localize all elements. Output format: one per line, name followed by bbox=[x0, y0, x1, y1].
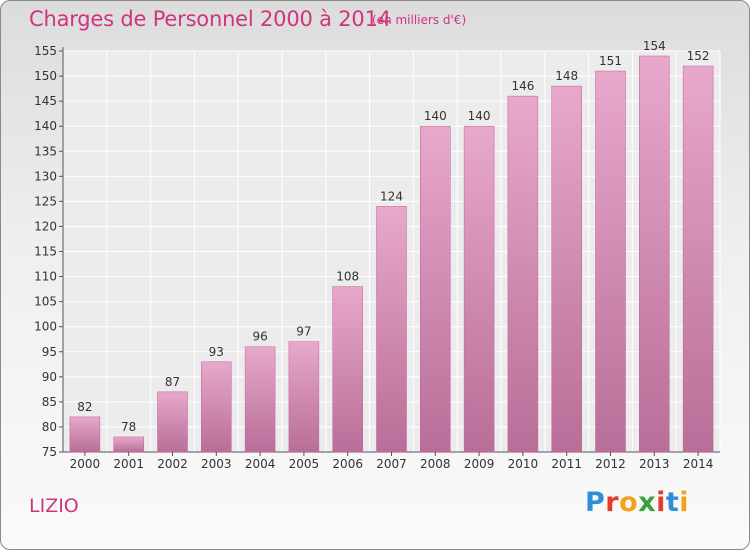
bar bbox=[332, 286, 363, 453]
data-label: 152 bbox=[687, 49, 710, 63]
logo-letter: i bbox=[679, 487, 690, 518]
bar bbox=[463, 125, 495, 453]
data-label: 108 bbox=[336, 270, 359, 284]
y-tick-label: 120 bbox=[34, 219, 57, 233]
data-label: 148 bbox=[555, 69, 578, 83]
x-tick-label: 2003 bbox=[201, 457, 232, 471]
y-tick-label: 130 bbox=[34, 169, 57, 183]
commune-name: LIZIO bbox=[29, 495, 79, 517]
logo-letter: o bbox=[619, 487, 639, 518]
x-tick-label: 2005 bbox=[289, 457, 320, 471]
y-tick-label: 150 bbox=[34, 69, 57, 83]
logo-letter: r bbox=[605, 487, 620, 518]
bar bbox=[288, 341, 320, 453]
logo-letter: i bbox=[656, 487, 666, 518]
data-label: 96 bbox=[252, 330, 267, 344]
x-tick-label: 2009 bbox=[464, 457, 495, 471]
bar bbox=[69, 416, 101, 453]
chart-subtitle: (en milliers d'€) bbox=[372, 13, 467, 27]
y-tick-label: 90 bbox=[42, 370, 57, 384]
y-tick-label: 140 bbox=[34, 119, 57, 133]
bar bbox=[682, 65, 714, 453]
data-label: 151 bbox=[599, 54, 622, 68]
y-tick-label: 95 bbox=[42, 345, 57, 359]
bar bbox=[113, 436, 144, 453]
logo-letter: t bbox=[665, 487, 680, 518]
bar bbox=[201, 361, 232, 453]
bar bbox=[639, 55, 670, 453]
bar bbox=[420, 125, 451, 453]
chart-title: Charges de Personnel 2000 à 2014 bbox=[29, 7, 391, 31]
bar bbox=[244, 346, 276, 453]
proxiti-logo[interactable]: Proxiti bbox=[585, 487, 689, 518]
y-tick-label: 100 bbox=[34, 320, 57, 334]
bar bbox=[376, 206, 407, 453]
x-tick-label: 2002 bbox=[157, 457, 188, 471]
y-tick-label: 155 bbox=[34, 44, 57, 58]
x-tick-label: 2000 bbox=[70, 457, 101, 471]
data-label: 82 bbox=[77, 400, 92, 414]
x-tick-label: 2013 bbox=[639, 457, 670, 471]
y-tick-label: 145 bbox=[34, 94, 57, 108]
bar bbox=[551, 85, 582, 453]
y-tick-label: 125 bbox=[34, 194, 57, 208]
y-tick-label: 75 bbox=[42, 445, 57, 459]
x-tick-label: 2010 bbox=[508, 457, 539, 471]
data-label: 154 bbox=[643, 39, 666, 53]
y-tick-label: 105 bbox=[34, 295, 57, 309]
data-label: 93 bbox=[209, 345, 224, 359]
y-tick-label: 115 bbox=[34, 245, 57, 259]
x-tick-label: 2006 bbox=[332, 457, 363, 471]
data-label: 140 bbox=[468, 109, 491, 123]
data-label: 97 bbox=[296, 325, 311, 339]
data-label: 124 bbox=[380, 189, 403, 203]
x-tick-label: 2008 bbox=[420, 457, 451, 471]
y-tick-label: 80 bbox=[42, 420, 57, 434]
y-tick-label: 110 bbox=[34, 270, 57, 284]
x-tick-label: 2001 bbox=[113, 457, 144, 471]
logo-letter: x bbox=[638, 487, 657, 518]
x-tick-label: 2012 bbox=[595, 457, 626, 471]
data-label: 140 bbox=[424, 109, 447, 123]
x-tick-label: 2014 bbox=[683, 457, 714, 471]
y-tick-label: 85 bbox=[42, 395, 57, 409]
data-label: 87 bbox=[165, 375, 180, 389]
logo-letter: P bbox=[585, 487, 606, 518]
bar bbox=[507, 95, 539, 453]
data-label: 146 bbox=[511, 79, 534, 93]
x-tick-label: 2007 bbox=[376, 457, 407, 471]
data-label: 78 bbox=[121, 420, 136, 434]
y-tick-label: 135 bbox=[34, 144, 57, 158]
bar bbox=[595, 70, 626, 453]
bar bbox=[157, 391, 188, 453]
x-tick-label: 2011 bbox=[551, 457, 582, 471]
x-tick-label: 2004 bbox=[245, 457, 276, 471]
